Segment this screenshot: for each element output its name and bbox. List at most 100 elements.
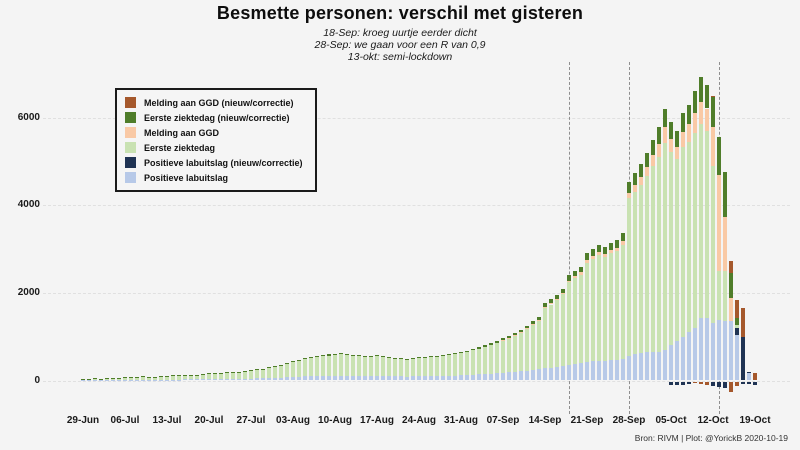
bar-segment xyxy=(632,354,638,381)
x-axis-tick-label: 19-Oct xyxy=(739,415,771,426)
bar-segment xyxy=(590,258,596,362)
bar-segment xyxy=(662,108,668,128)
bar-segment xyxy=(740,336,746,381)
bar-segment xyxy=(218,373,224,380)
bar-segment xyxy=(716,381,722,388)
bar-segment xyxy=(488,373,494,381)
bar-segment xyxy=(350,375,356,381)
legend-item: Melding aan GGD (nieuw/correctie) xyxy=(125,97,303,108)
bar-segment xyxy=(320,355,326,357)
bar-segment xyxy=(416,376,422,381)
bar-segment xyxy=(578,266,584,273)
bar-segment xyxy=(422,356,428,358)
legend-item: Melding aan GGD xyxy=(125,127,303,138)
bar-segment xyxy=(656,126,662,144)
bar-segment xyxy=(362,375,368,381)
bar-segment xyxy=(206,373,212,380)
bar-segment xyxy=(542,306,548,308)
bar-segment xyxy=(626,181,632,194)
bar-segment xyxy=(374,356,380,376)
bar-segment xyxy=(278,364,284,366)
bar-segment xyxy=(266,367,272,369)
bar-segment xyxy=(86,378,92,381)
bar-segment xyxy=(668,151,674,346)
bar-segment xyxy=(518,332,524,372)
bar-segment xyxy=(650,166,656,353)
bar-segment xyxy=(572,364,578,381)
bar-segment xyxy=(728,381,734,392)
bar-segment xyxy=(128,376,134,378)
x-axis-tick-label: 14-Sep xyxy=(528,415,562,426)
bar-segment xyxy=(230,378,236,381)
bar-segment xyxy=(536,319,542,321)
bar-segment xyxy=(464,375,470,381)
bar-segment xyxy=(584,253,590,261)
bar-segment xyxy=(530,324,536,370)
bar-segment xyxy=(620,241,626,246)
bar-segment xyxy=(524,328,530,371)
bar-segment xyxy=(404,358,410,360)
bar-segment xyxy=(710,126,716,166)
bar-segment xyxy=(398,358,404,360)
bar-segment xyxy=(638,163,644,177)
bar-segment xyxy=(86,380,92,381)
bar-segment xyxy=(662,142,668,350)
bar-segment xyxy=(326,354,332,356)
bar-segment xyxy=(212,379,218,381)
bar-segment xyxy=(302,376,308,381)
bar-segment xyxy=(452,354,458,376)
x-axis-tick-label: 31-Aug xyxy=(444,415,478,426)
bar-segment xyxy=(506,335,512,338)
bar-segment xyxy=(398,376,404,381)
bar-segment xyxy=(356,375,362,381)
bar-segment xyxy=(710,96,716,98)
bar-segment xyxy=(272,366,278,378)
bar-segment xyxy=(722,216,728,272)
bar-segment xyxy=(116,377,122,379)
bar-segment xyxy=(584,260,590,263)
bar-segment xyxy=(374,355,380,357)
bar-segment xyxy=(716,137,722,175)
bar-segment xyxy=(224,372,230,379)
bar-segment xyxy=(560,292,566,295)
bar-segment xyxy=(254,369,260,371)
legend: Melding aan GGD (nieuw/correctie) Eerste … xyxy=(115,88,317,192)
bar-segment xyxy=(692,381,698,384)
bar-segment xyxy=(686,104,692,125)
bar-segment xyxy=(542,368,548,381)
legend-label: Eerste ziektedag xyxy=(144,142,216,153)
bar-segment xyxy=(500,338,506,341)
bar-segment xyxy=(674,341,680,381)
bar-segment xyxy=(476,347,482,349)
bar-segment xyxy=(620,233,626,242)
bar-segment xyxy=(302,358,308,360)
bar-segment xyxy=(590,249,596,257)
x-axis-tick-label: 24-Aug xyxy=(402,415,436,426)
bar-segment xyxy=(380,356,386,377)
bar-segment xyxy=(422,357,428,377)
bar-segment xyxy=(686,124,692,142)
bar-segment xyxy=(374,375,380,381)
source-credit: Bron: RIVM | Plot: @YorickB 2020-10-19 xyxy=(634,433,788,443)
y-axis-tick-label: 0 xyxy=(34,374,40,386)
bar-segment xyxy=(200,374,206,380)
gridline xyxy=(43,380,790,382)
bar-segment xyxy=(716,174,722,271)
bar-segment xyxy=(728,273,734,299)
bar-segment xyxy=(476,348,482,375)
bar-segment xyxy=(368,357,374,377)
bar-segment xyxy=(224,372,230,374)
bar-segment xyxy=(536,320,542,369)
bar-segment xyxy=(602,361,608,381)
bar-segment xyxy=(308,357,314,359)
bar-segment xyxy=(428,356,434,358)
bar-segment xyxy=(596,244,602,252)
bar-segment xyxy=(746,371,752,373)
gridline xyxy=(43,205,790,207)
legend-item: Eerste ziektedag (nieuw/correctie) xyxy=(125,112,303,123)
bar-segment xyxy=(746,381,752,385)
bar-segment xyxy=(404,376,410,381)
bar-segment xyxy=(722,320,728,381)
bar-segment xyxy=(152,377,158,380)
